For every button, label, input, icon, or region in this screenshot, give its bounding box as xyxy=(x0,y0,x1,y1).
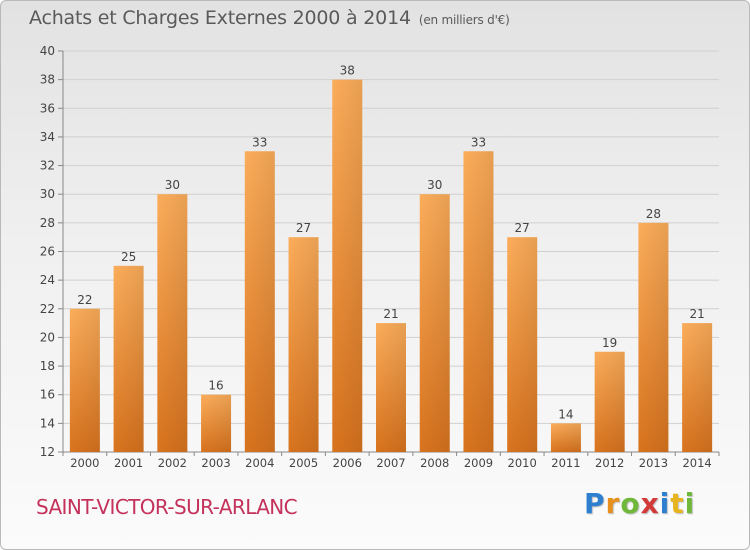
chart-title-text: Achats et Charges Externes 2000 à 2014 xyxy=(29,7,411,29)
data-label: 16 xyxy=(208,379,223,393)
logo-letter: r xyxy=(605,487,621,520)
bar-shade xyxy=(157,194,188,452)
x-tick-label: 2004 xyxy=(245,456,274,470)
y-tick-label: 40 xyxy=(40,44,55,58)
logo-letter: i xyxy=(684,487,696,520)
y-tick-label: 16 xyxy=(40,388,55,402)
proxiti-logo[interactable]: Proxiti xyxy=(584,487,695,520)
y-tick-label: 22 xyxy=(40,302,55,316)
logo-letter: o xyxy=(620,487,641,520)
logo-letter: P xyxy=(584,487,606,520)
y-tick-label: 38 xyxy=(40,73,55,87)
bar-shade xyxy=(682,323,713,452)
x-tick-label: 2007 xyxy=(376,456,405,470)
x-tick-label: 2012 xyxy=(595,456,624,470)
chart-unit: (en milliers d'€) xyxy=(418,13,510,27)
bar-shade xyxy=(69,308,100,452)
bar-shade xyxy=(463,151,494,452)
logo-letter: x xyxy=(640,487,660,520)
bar-shade xyxy=(376,323,406,452)
x-tick-label: 2000 xyxy=(70,456,99,470)
bar-shade xyxy=(288,237,319,452)
bar-shade xyxy=(332,79,363,453)
data-label: 19 xyxy=(602,336,617,350)
bar-shade xyxy=(638,222,669,452)
data-label: 14 xyxy=(558,407,573,421)
y-tick-label: 12 xyxy=(40,445,55,459)
y-tick-label: 18 xyxy=(40,359,55,373)
data-label: 21 xyxy=(689,307,704,321)
bar-shade xyxy=(244,151,275,452)
data-labels: 22 25 30 16 33 27 38 21 30 33 27 14 19 28 21 xyxy=(77,64,705,422)
bars xyxy=(69,79,713,453)
x-tick-label: 2009 xyxy=(464,456,493,470)
y-tick-label: 24 xyxy=(40,273,55,287)
y-tick-label: 30 xyxy=(40,187,55,201)
x-tick-label: 2013 xyxy=(639,456,668,470)
bar-shade xyxy=(594,351,625,452)
x-tick-label: 2006 xyxy=(333,456,362,470)
bar-shade xyxy=(507,237,538,452)
y-tick-label: 32 xyxy=(40,159,55,173)
data-label: 33 xyxy=(471,135,486,149)
y-tick-label: 14 xyxy=(40,416,55,430)
data-label: 27 xyxy=(515,221,530,235)
commune-name: SAINT-VICTOR-SUR-ARLANC xyxy=(36,495,298,519)
logo-letter: i xyxy=(659,487,671,520)
bar-shade xyxy=(201,394,232,452)
x-tick-label: 2014 xyxy=(682,456,711,470)
data-label: 38 xyxy=(340,64,355,78)
x-tick-label: 2002 xyxy=(158,456,187,470)
data-label: 30 xyxy=(427,178,442,192)
x-tick-label: 2005 xyxy=(289,456,318,470)
data-label: 30 xyxy=(165,178,180,192)
x-tick-label: 2003 xyxy=(201,456,230,470)
bar-shade xyxy=(113,265,144,452)
bar-shade xyxy=(550,423,581,452)
y-tick-label: 36 xyxy=(40,101,55,115)
y-tick-label: 34 xyxy=(40,130,55,144)
bar-shade xyxy=(419,194,450,452)
y-tick-label: 28 xyxy=(40,216,55,230)
y-tick-label: 26 xyxy=(40,245,55,259)
x-tick-label: 2010 xyxy=(508,456,537,470)
data-label: 28 xyxy=(646,207,661,221)
data-label: 33 xyxy=(252,135,267,149)
data-label: 27 xyxy=(296,221,311,235)
x-tick-label: 2011 xyxy=(551,456,580,470)
data-label: 25 xyxy=(121,250,136,264)
x-tick-label: 2008 xyxy=(420,456,449,470)
data-label: 22 xyxy=(77,293,92,307)
data-label: 21 xyxy=(383,307,398,321)
y-tick-label: 20 xyxy=(40,330,55,344)
x-tick-label: 2001 xyxy=(114,456,143,470)
chart-title: Achats et Charges Externes 2000 à 2014 (e… xyxy=(29,7,510,29)
logo-letter: t xyxy=(670,487,685,520)
